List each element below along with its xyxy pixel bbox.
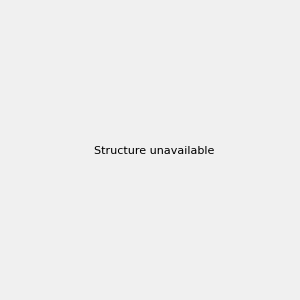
Text: Structure unavailable: Structure unavailable <box>94 146 214 157</box>
